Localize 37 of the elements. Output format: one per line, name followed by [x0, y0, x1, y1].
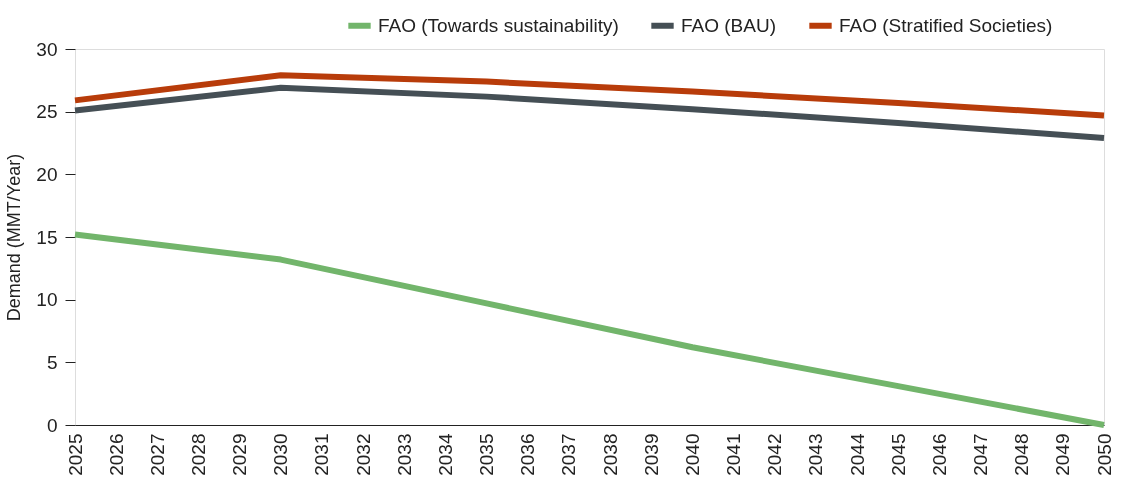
x-tick-label: 2043 [805, 433, 827, 476]
x-tick-label: 2042 [764, 433, 786, 476]
x-tick-label: 2031 [311, 433, 333, 476]
y-tick-label: 25 [36, 101, 58, 123]
x-tick-label: 2028 [187, 433, 209, 476]
x-tick-label: 2045 [887, 433, 909, 476]
x-tick-label: 2030 [270, 433, 292, 476]
x-tick-label: 2048 [1011, 433, 1033, 476]
y-tick-label: 0 [46, 414, 58, 436]
y-tick-label: 5 [46, 351, 58, 373]
y-tick-label: 30 [36, 38, 58, 60]
x-tick-label: 2044 [846, 433, 868, 476]
y-tick-label: 20 [36, 163, 58, 185]
x-tick-label: 2050 [1093, 433, 1115, 476]
legend-label: FAO (Towards sustainability) [378, 14, 619, 36]
x-tick-label: 2035 [476, 433, 498, 476]
x-tick-label: 2029 [229, 433, 251, 476]
x-tick-label: 2038 [599, 433, 621, 476]
x-tick-label: 2034 [434, 433, 456, 476]
y-tick-label: 10 [36, 289, 58, 311]
x-tick-label: 2027 [146, 433, 168, 476]
legend-label: FAO (Stratified Societies) [839, 14, 1053, 36]
y-axis-title: Demand (MMT/Year) [4, 153, 25, 322]
x-tick-label: 2037 [558, 433, 580, 476]
x-tick-label: 2025 [64, 433, 86, 476]
legend-label: FAO (BAU) [681, 14, 777, 36]
x-tick-label: 2046 [928, 433, 950, 476]
x-tick-label: 2033 [393, 433, 415, 476]
x-tick-label: 2036 [517, 433, 539, 476]
x-tick-label: 2047 [970, 433, 992, 476]
x-tick-label: 2049 [1052, 433, 1074, 476]
x-tick-label: 2032 [352, 433, 374, 476]
y-tick-label: 15 [36, 226, 58, 248]
x-tick-label: 2041 [723, 433, 745, 476]
x-tick-label: 2040 [681, 433, 703, 476]
x-tick-label: 2026 [105, 433, 127, 476]
x-tick-label: 2039 [640, 433, 662, 476]
